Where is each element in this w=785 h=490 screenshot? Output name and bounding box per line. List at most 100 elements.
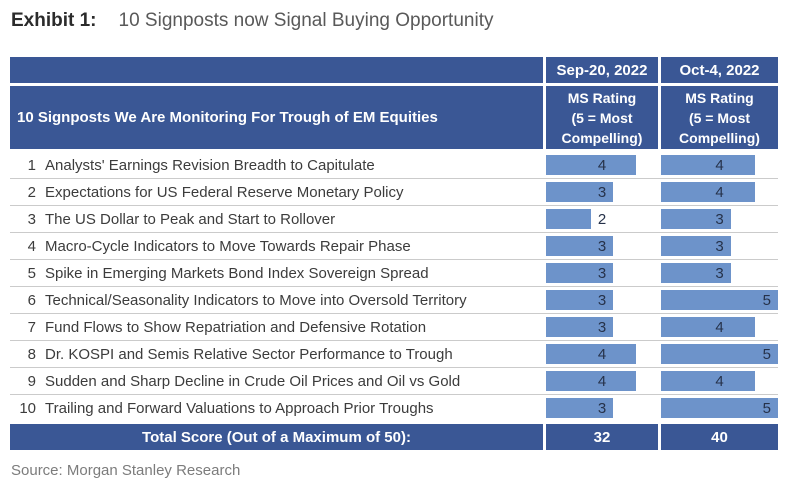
rating-bar bbox=[546, 398, 614, 418]
rating-header-cell-1: MS Rating (5 = Most Compelling) bbox=[546, 86, 658, 149]
total-value-oct: 40 bbox=[711, 428, 728, 446]
rating-cell: 5 bbox=[661, 341, 778, 367]
rating-cell: 4 bbox=[661, 152, 778, 178]
rating-cell: 4 bbox=[546, 152, 658, 178]
table-row: 4 Macro-Cycle Indicators to Move Towards … bbox=[10, 233, 778, 260]
total-value-sep: 32 bbox=[593, 428, 611, 446]
header-date-cell-2: Oct-4, 2022 bbox=[661, 57, 778, 83]
rating-bar bbox=[546, 317, 614, 337]
row-number: 4 bbox=[27, 237, 36, 255]
rating-cell: 5 bbox=[661, 395, 778, 421]
rating-cell: 3 bbox=[661, 233, 778, 259]
rating-bar bbox=[661, 263, 732, 283]
rating-bar bbox=[546, 344, 636, 364]
rating-bar bbox=[546, 155, 636, 175]
rating-cell: 3 bbox=[661, 206, 778, 232]
signpost-label: Fund Flows to Show Repatriation and Defe… bbox=[45, 318, 427, 336]
rating-bar bbox=[546, 236, 614, 256]
row-header-label: 10 Signposts We Are Monitoring For Troug… bbox=[17, 109, 438, 126]
signpost-label-cell: 5 Spike in Emerging Markets Bond Index So… bbox=[10, 260, 543, 286]
table-row: 3 The US Dollar to Peak and Start to Roll… bbox=[10, 206, 778, 233]
row-number: 9 bbox=[27, 372, 36, 390]
signpost-label: Trailing and Forward Valuations to Appro… bbox=[45, 399, 434, 417]
total-value-cell-1: 32 bbox=[546, 424, 658, 450]
rating-bar bbox=[661, 290, 778, 310]
rating-bar bbox=[661, 155, 755, 175]
rating-cell: 2 bbox=[546, 206, 658, 232]
rating-cell: 4 bbox=[546, 368, 658, 394]
signpost-label-cell: 2 Expectations for US Federal Reserve Mon… bbox=[10, 179, 543, 205]
date-label-oct: Oct-4, 2022 bbox=[679, 61, 760, 79]
table-row: 6 Technical/Seasonality Indicators to Mov… bbox=[10, 287, 778, 314]
signpost-label-cell: 7 Fund Flows to Show Repatriation and Def… bbox=[10, 314, 543, 340]
exhibit-title-line: Exhibit 1: 10 Signposts now Signal Buying… bbox=[11, 10, 493, 32]
total-value-cell-2: 40 bbox=[661, 424, 778, 450]
rating-cell: 4 bbox=[661, 368, 778, 394]
signpost-label-cell: 9 Sudden and Sharp Decline in Crude Oil P… bbox=[10, 368, 543, 394]
rating-bar bbox=[661, 182, 755, 202]
rating-cell: 3 bbox=[546, 314, 658, 340]
table-row: 5 Spike in Emerging Markets Bond Index So… bbox=[10, 260, 778, 287]
signpost-label-cell: 1 Analysts' Earnings Revision Breadth to … bbox=[10, 152, 543, 178]
row-header-cell: 10 Signposts We Are Monitoring For Troug… bbox=[10, 86, 543, 149]
table-header-dates-row: Sep-20, 2022 Oct-4, 2022 bbox=[10, 57, 778, 83]
rating-header-line: MS Rating bbox=[567, 89, 637, 106]
table-row: 10 Trailing and Forward Valuations to App… bbox=[10, 395, 778, 421]
header-empty-cell bbox=[10, 57, 543, 83]
rating-bar bbox=[661, 344, 778, 364]
signpost-label: Technical/Seasonality Indicators to Move… bbox=[45, 291, 467, 309]
signpost-label-cell: 6 Technical/Seasonality Indicators to Mov… bbox=[10, 287, 543, 313]
signpost-label: Sudden and Sharp Decline in Crude Oil Pr… bbox=[45, 372, 461, 390]
rating-bar bbox=[546, 263, 614, 283]
rating-cell: 4 bbox=[546, 341, 658, 367]
rating-bar bbox=[546, 182, 614, 202]
row-number: 8 bbox=[27, 345, 36, 363]
row-number: 3 bbox=[27, 210, 36, 228]
signpost-label: The US Dollar to Peak and Start to Rollo… bbox=[45, 210, 336, 228]
rating-cell: 3 bbox=[546, 287, 658, 313]
total-label: Total Score (Out of a Maximum of 50): bbox=[142, 428, 411, 446]
signpost-label-cell: 3 The US Dollar to Peak and Start to Roll… bbox=[10, 206, 543, 232]
signpost-label: Macro-Cycle Indicators to Move Towards R… bbox=[45, 237, 411, 255]
table-row: 9 Sudden and Sharp Decline in Crude Oil P… bbox=[10, 368, 778, 395]
rating-cell: 3 bbox=[546, 395, 658, 421]
rating-bar bbox=[661, 398, 778, 418]
signpost-label-cell: 10 Trailing and Forward Valuations to App… bbox=[10, 395, 543, 421]
row-number: 7 bbox=[27, 318, 36, 336]
table-body: 1 Analysts' Earnings Revision Breadth to … bbox=[10, 152, 778, 421]
row-number: 5 bbox=[27, 264, 36, 282]
table-row: 2 Expectations for US Federal Reserve Mon… bbox=[10, 179, 778, 206]
rating-header-cell-2: MS Rating (5 = Most Compelling) bbox=[661, 86, 778, 149]
rating-bar bbox=[661, 371, 755, 391]
row-number: 1 bbox=[27, 156, 36, 174]
rating-bar bbox=[661, 209, 732, 229]
rating-header-line: MS Rating bbox=[685, 89, 754, 106]
signpost-label: Spike in Emerging Markets Bond Index Sov… bbox=[45, 264, 429, 282]
exhibit-title-text: 10 Signposts now Signal Buying Opportuni… bbox=[118, 10, 494, 31]
rating-header-line: Compelling) bbox=[679, 129, 760, 146]
table-header-rating-row: 10 Signposts We Are Monitoring For Troug… bbox=[10, 86, 778, 149]
table-row: 8 Dr. KOSPI and Semis Relative Sector Per… bbox=[10, 341, 778, 368]
header-date-cell-1: Sep-20, 2022 bbox=[546, 57, 658, 83]
rating-bar bbox=[546, 209, 591, 229]
rating-cell: 3 bbox=[546, 179, 658, 205]
date-label-sep: Sep-20, 2022 bbox=[556, 61, 648, 79]
rating-header-line: (5 = Most bbox=[688, 109, 751, 126]
signpost-label-cell: 8 Dr. KOSPI and Semis Relative Sector Per… bbox=[10, 341, 543, 367]
rating-bar bbox=[661, 236, 732, 256]
rating-cell: 3 bbox=[546, 233, 658, 259]
signpost-label: Expectations for US Federal Reserve Mone… bbox=[45, 183, 404, 201]
rating-header-line: Compelling) bbox=[561, 129, 643, 146]
rating-cell: 4 bbox=[661, 179, 778, 205]
rating-header-line: (5 = Most bbox=[571, 109, 633, 126]
total-label-cell: Total Score (Out of a Maximum of 50): bbox=[10, 424, 543, 450]
row-number: 10 bbox=[19, 399, 36, 417]
row-number: 2 bbox=[27, 183, 36, 201]
exhibit-number-label: Exhibit 1: bbox=[11, 10, 97, 31]
rating-cell: 3 bbox=[546, 260, 658, 286]
row-number: 6 bbox=[27, 291, 36, 309]
rating-bar bbox=[546, 290, 614, 310]
table-row: 7 Fund Flows to Show Repatriation and Def… bbox=[10, 314, 778, 341]
rating-cell: 5 bbox=[661, 287, 778, 313]
